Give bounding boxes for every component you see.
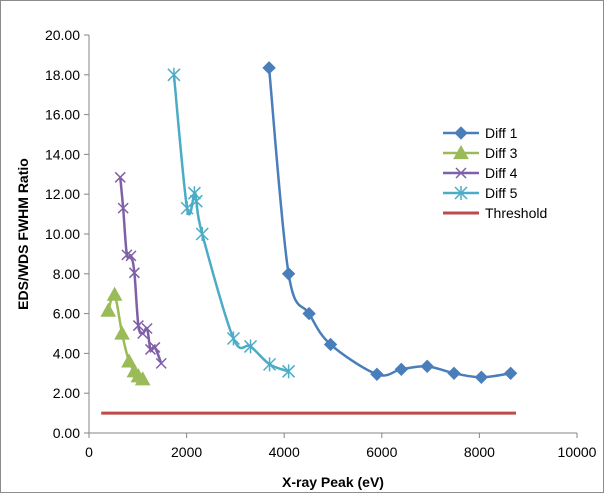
y-tick-label: 16.00 (45, 107, 80, 123)
series-diff-4 (114, 171, 167, 369)
series-line-diff-5 (172, 74, 290, 373)
data-point-diff-3 (134, 371, 151, 386)
data-point-diff-1 (281, 267, 296, 281)
legend-label-diff-3: Diff 3 (485, 145, 518, 161)
x-marker-stroke (125, 250, 137, 262)
x-tick-label: 4000 (269, 444, 300, 460)
legend-item-diff-4: Diff 4 (443, 165, 518, 181)
y-tick-label: 14.00 (45, 146, 80, 162)
data-point-diff-1 (474, 370, 489, 384)
legend-item-diff-1: Diff 1 (443, 125, 518, 141)
x-marker-stroke (149, 341, 161, 353)
x-tick-label: 2000 (171, 444, 202, 460)
data-point-diff-5 (167, 67, 181, 82)
y-tick-label: 6.00 (53, 306, 80, 322)
data-point-diff-1 (503, 366, 518, 381)
legend-label-threshold: Threshold (485, 205, 547, 221)
x-marker-stroke (128, 267, 140, 279)
data-point-diff-1 (447, 366, 461, 381)
data-point-diff-1 (323, 337, 338, 352)
data-point-diff-1 (262, 61, 276, 75)
x-marker-stroke (114, 171, 126, 183)
y-tick-label: 2.00 (53, 385, 80, 401)
x-tick-label: 0 (85, 444, 93, 460)
data-point-diff-4 (117, 202, 129, 214)
data-point-diff-5 (263, 357, 277, 372)
x-marker-stroke (141, 322, 153, 335)
series-diff-5 (167, 67, 296, 379)
data-point-diff-5 (189, 194, 203, 209)
data-point-diff-4 (125, 250, 137, 262)
data-point-diff-5 (195, 227, 209, 241)
legend-item-diff-5: Diff 5 (443, 185, 518, 201)
legend-label-diff-1: Diff 1 (485, 125, 518, 141)
x-marker-stroke (455, 167, 467, 179)
data-point-diff-1 (370, 367, 384, 382)
legend-item-threshold: Threshold (443, 205, 547, 221)
data-point-diff-5 (282, 364, 296, 379)
data-point-diff-1 (394, 362, 409, 377)
x-marker-stroke (155, 357, 167, 369)
data-point-diff-3 (100, 302, 117, 317)
data-point-diff-4 (149, 341, 161, 353)
y-tick-label: 8.00 (53, 266, 80, 282)
legend-item-diff-3: Diff 3 (443, 144, 518, 161)
y-tick-label: 18.00 (45, 67, 80, 83)
data-point-diff-3 (121, 353, 137, 368)
series-diff-3 (100, 286, 151, 386)
series-diff-1 (262, 61, 518, 384)
data-point-diff-1 (420, 359, 434, 374)
y-axis-title: EDS/WDS FWHM Ratio (15, 158, 31, 310)
data-point-diff-4 (132, 320, 144, 332)
chart-axes: 0.00 2.00 4.00 6.00 8.00 10.00 12.00 14.00 16.00… (45, 27, 597, 460)
data-point-diff-5 (243, 339, 258, 354)
x-marker-stroke (117, 202, 129, 214)
data-point-diff-1 (302, 306, 316, 321)
x-tick-label: 8000 (464, 444, 495, 460)
legend-marker-diff-1 (454, 126, 468, 140)
data-point-diff-5 (226, 331, 240, 346)
legend-marker-diff-5 (454, 186, 468, 200)
legend-label-diff-5: Diff 5 (485, 185, 518, 201)
x-axis-title: X-ray Peak (eV) (282, 474, 384, 490)
y-tick-label: 4.00 (53, 345, 80, 361)
y-tick-label: 0.00 (53, 425, 80, 441)
x-tick-label: 6000 (366, 444, 397, 460)
data-point-diff-5 (187, 186, 201, 201)
series-layer (100, 61, 518, 415)
data-point-diff-4 (141, 322, 153, 335)
chart-legend: Diff 1 Diff 3 Diff 4 Diff 5 Threshold (443, 125, 547, 221)
legend-marker-diff-3 (453, 144, 469, 160)
y-tick-label: 20.00 (45, 27, 80, 43)
legend-label-diff-4: Diff 4 (485, 165, 518, 181)
x-marker-stroke (121, 249, 133, 261)
legend-marker-diff-4 (455, 167, 467, 179)
data-point-diff-3 (114, 325, 130, 340)
x-tick-label: 10000 (558, 444, 597, 460)
y-tick-label: 12.00 (45, 186, 80, 202)
data-point-diff-3 (106, 286, 123, 301)
series-line-diff-1 (267, 67, 511, 379)
y-tick-label: 10.00 (45, 226, 80, 242)
data-point-diff-4 (128, 267, 140, 279)
data-point-diff-5 (180, 201, 194, 216)
data-point-diff-4 (114, 171, 126, 183)
x-marker-stroke (132, 320, 144, 332)
data-point-diff-4 (155, 357, 167, 369)
data-point-diff-4 (121, 249, 133, 261)
